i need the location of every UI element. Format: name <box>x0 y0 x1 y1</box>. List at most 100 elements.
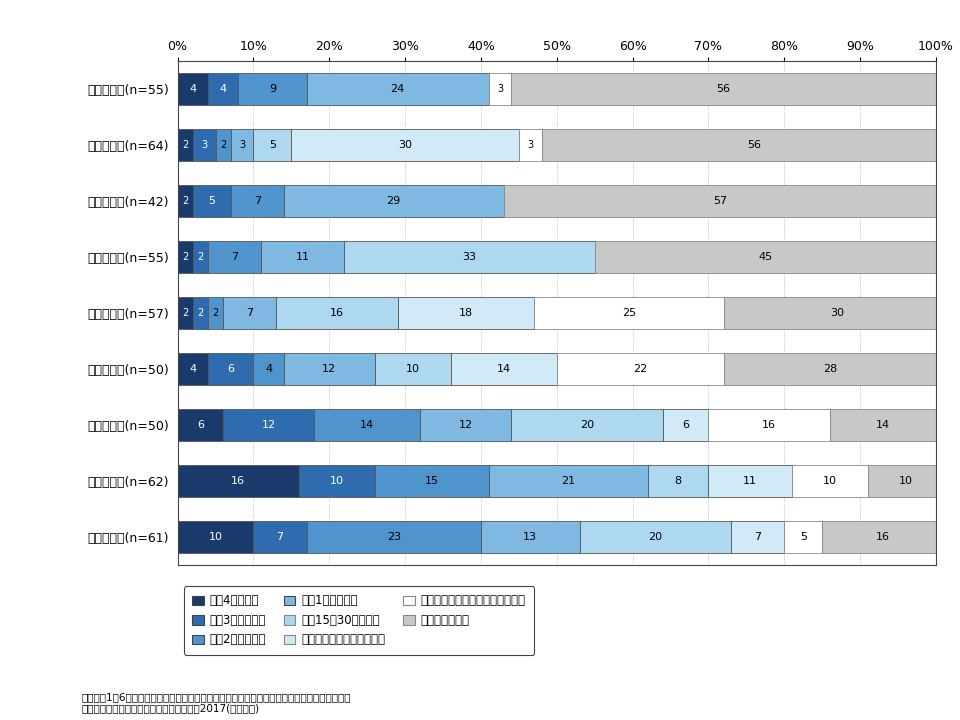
Bar <box>178 241 193 274</box>
Text: 3: 3 <box>527 140 534 150</box>
Bar <box>648 465 708 498</box>
Text: 3: 3 <box>201 140 207 150</box>
Bar <box>193 297 208 330</box>
Bar <box>193 241 208 274</box>
Text: 8: 8 <box>675 476 682 486</box>
Bar <box>208 241 261 274</box>
Bar <box>208 73 238 105</box>
Bar <box>345 241 595 274</box>
Bar <box>223 409 314 441</box>
Text: 6: 6 <box>683 420 689 430</box>
Bar <box>178 73 208 105</box>
Bar <box>784 521 823 554</box>
Text: 16: 16 <box>876 532 890 542</box>
Text: 15: 15 <box>424 476 439 486</box>
Bar <box>306 73 489 105</box>
Bar <box>724 353 936 385</box>
Text: 10: 10 <box>823 476 837 486</box>
Bar <box>489 73 512 105</box>
Bar <box>208 297 223 330</box>
Text: 4: 4 <box>265 364 273 374</box>
Text: 4: 4 <box>220 84 227 94</box>
Bar <box>193 129 215 161</box>
Text: 10: 10 <box>208 532 223 542</box>
Text: 4: 4 <box>189 84 197 94</box>
Bar <box>178 353 208 385</box>
Bar <box>489 465 648 498</box>
Text: 23: 23 <box>387 532 401 542</box>
Text: 10: 10 <box>899 476 913 486</box>
Text: 24: 24 <box>391 84 405 94</box>
Text: 5: 5 <box>800 532 806 542</box>
Bar <box>374 465 489 498</box>
Text: 12: 12 <box>323 364 336 374</box>
Text: 2: 2 <box>220 140 227 150</box>
Text: 2: 2 <box>182 140 188 150</box>
Bar <box>450 353 557 385</box>
Bar <box>534 297 724 330</box>
Bar <box>253 129 292 161</box>
Text: 21: 21 <box>561 476 575 486</box>
Text: 13: 13 <box>523 532 538 542</box>
Text: 2: 2 <box>197 252 204 262</box>
Bar <box>708 465 792 498</box>
Bar <box>215 129 230 161</box>
Bar <box>253 353 284 385</box>
Bar <box>230 129 253 161</box>
Text: 33: 33 <box>463 252 476 262</box>
Bar <box>223 297 276 330</box>
Text: 7: 7 <box>253 196 261 206</box>
Text: 7: 7 <box>276 532 283 542</box>
Bar <box>261 241 345 274</box>
Text: 7: 7 <box>755 532 761 542</box>
Bar <box>178 465 299 498</box>
Bar <box>374 353 450 385</box>
Bar <box>481 521 580 554</box>
Bar <box>420 409 512 441</box>
Text: 22: 22 <box>633 364 647 374</box>
Text: 45: 45 <box>758 252 773 262</box>
Bar <box>519 129 541 161</box>
Text: 20: 20 <box>580 420 594 430</box>
Text: 30: 30 <box>830 308 845 318</box>
Text: 10: 10 <box>406 364 420 374</box>
Bar <box>512 73 936 105</box>
Bar <box>823 521 944 554</box>
Text: 11: 11 <box>743 476 757 486</box>
Bar <box>208 353 253 385</box>
Bar <box>178 297 193 330</box>
Bar <box>397 297 534 330</box>
Text: 5: 5 <box>269 140 276 150</box>
Text: 14: 14 <box>360 420 374 430</box>
Bar <box>306 521 481 554</box>
Bar <box>580 521 732 554</box>
Text: 2: 2 <box>182 252 188 262</box>
Text: 2: 2 <box>182 196 188 206</box>
Text: 3: 3 <box>239 140 245 150</box>
Text: 16: 16 <box>762 420 776 430</box>
Text: 2: 2 <box>182 308 188 318</box>
Text: 56: 56 <box>747 140 761 150</box>
Bar <box>595 241 936 274</box>
Bar <box>504 185 936 217</box>
Bar <box>178 521 253 554</box>
Legend: 毎日4時間以上, 毎日3時間くらい, 毎日2時間くらい, 毎日1時間くらい, 毎日15～30分くらい, １週間に１～３回位くらい, ほとんど使わない・使っていな: 毎日4時間以上, 毎日3時間くらい, 毎日2時間くらい, 毎日1時間くらい, 毎… <box>183 586 534 654</box>
Text: 5: 5 <box>208 196 215 206</box>
Text: 14: 14 <box>496 364 511 374</box>
Bar <box>253 521 306 554</box>
Text: 注：関東1都6県在住の小中学生が回答。「わからない・答えたくない」とした回答者は除く。: 注：関東1都6県在住の小中学生が回答。「わからない・答えたくない」とした回答者は… <box>82 692 351 702</box>
Bar <box>314 409 420 441</box>
Bar <box>292 129 519 161</box>
Text: 9: 9 <box>269 84 276 94</box>
Bar <box>238 73 306 105</box>
Text: 2: 2 <box>197 308 204 318</box>
Text: 20: 20 <box>648 532 662 542</box>
Text: 16: 16 <box>330 308 344 318</box>
Bar <box>792 465 868 498</box>
Text: 16: 16 <box>231 476 245 486</box>
Text: 3: 3 <box>497 84 503 94</box>
Bar <box>178 129 193 161</box>
Text: 57: 57 <box>712 196 727 206</box>
Bar <box>732 521 784 554</box>
Text: 6: 6 <box>197 420 204 430</box>
